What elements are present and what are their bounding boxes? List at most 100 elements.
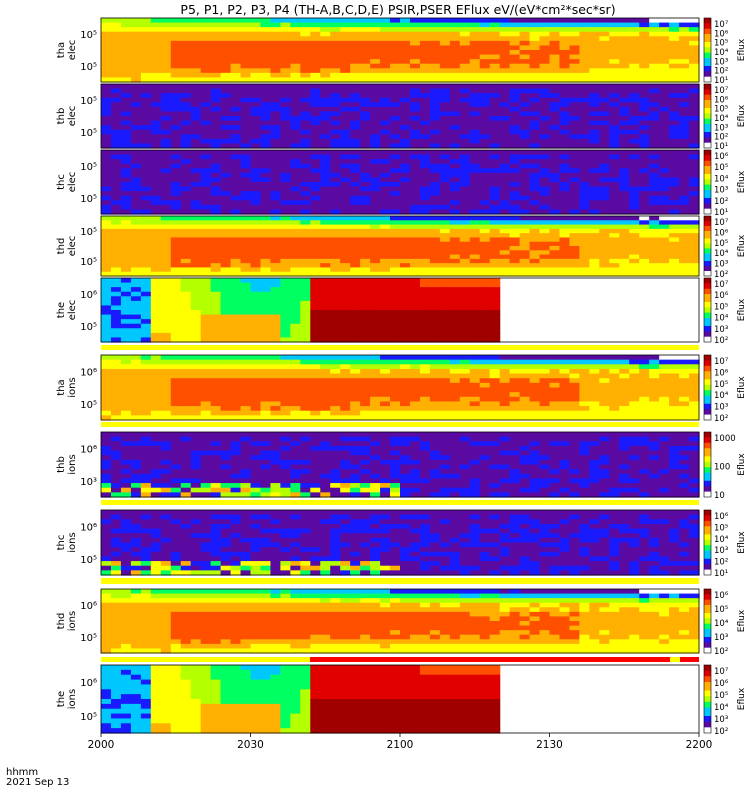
heatmap-cell	[320, 355, 331, 361]
heatmap-cell	[240, 228, 252, 234]
heatmap-cell	[180, 287, 192, 293]
heatmap-cell	[380, 59, 391, 65]
heatmap-cell	[210, 328, 222, 334]
heatmap-cell	[519, 254, 531, 260]
heatmap-cell	[619, 186, 630, 192]
heatmap-cell	[629, 129, 640, 135]
heatmap-cell	[240, 216, 252, 221]
heatmap-cell	[390, 200, 401, 206]
heatmap-cell	[669, 40, 680, 47]
heatmap-cell	[270, 200, 281, 206]
heatmap-cell	[360, 191, 371, 197]
heatmap-cell	[569, 150, 580, 156]
heatmap-cell	[330, 296, 341, 302]
heatmap-cell	[489, 267, 501, 273]
heatmap-cell	[449, 382, 461, 389]
heatmap-cell	[360, 337, 371, 343]
heatmap-cell	[649, 373, 660, 379]
heatmap-cell	[400, 364, 411, 370]
heatmap-cell	[449, 410, 461, 416]
heatmap-cell	[330, 116, 341, 122]
heatmap-cell	[280, 97, 291, 103]
heatmap-cell	[230, 77, 242, 83]
heatmap-cell	[170, 22, 182, 28]
heatmap-cell	[320, 50, 331, 56]
heatmap-cell	[509, 220, 521, 226]
heatmap-cell	[340, 22, 351, 28]
heatmap-cell	[639, 111, 650, 117]
heatmap-cell	[210, 31, 222, 37]
heatmap-cell	[659, 63, 670, 69]
colorbar-segment	[704, 108, 711, 112]
heatmap-cell	[609, 111, 620, 117]
heatmap-cell	[689, 120, 700, 126]
heatmap-cell	[350, 228, 361, 234]
heatmap-cell	[649, 233, 660, 239]
heatmap-cell	[599, 186, 610, 192]
heatmap-cell	[350, 220, 361, 226]
heatmap-cell	[489, 305, 501, 311]
heatmap-cell	[180, 250, 192, 256]
heatmap-cell	[330, 382, 341, 389]
heatmap-cell	[350, 191, 361, 197]
heatmap-cell	[130, 186, 142, 192]
heatmap-cell	[689, 258, 700, 264]
heatmap-cell	[659, 116, 670, 122]
heatmap-cell	[439, 111, 451, 117]
heatmap-cell	[639, 364, 650, 370]
heatmap-cell	[230, 396, 242, 403]
heatmap-cell	[200, 328, 212, 334]
heatmap-cell	[639, 182, 650, 188]
heatmap-cell	[599, 45, 610, 51]
heatmap-cell	[180, 191, 192, 197]
heatmap-cell	[419, 310, 431, 316]
heatmap-cell	[270, 159, 281, 165]
heatmap-cell	[479, 220, 491, 226]
heatmap-cell	[459, 254, 471, 260]
heatmap-cell	[439, 172, 451, 179]
heatmap-cell	[479, 143, 491, 149]
heatmap-cell	[200, 209, 212, 215]
heatmap-cell	[589, 72, 600, 79]
heatmap-cell	[519, 200, 531, 206]
heatmap-cell	[180, 182, 192, 188]
heatmap-cell	[320, 18, 331, 24]
heatmap-cell	[210, 220, 222, 226]
heatmap-cell	[240, 254, 252, 260]
heatmap-cell	[310, 263, 321, 269]
heatmap-cell	[330, 63, 341, 69]
heatmap-cell	[120, 216, 132, 221]
heatmap-cell	[639, 159, 650, 165]
heatmap-cell	[429, 77, 441, 83]
heatmap-cell	[290, 200, 301, 206]
heatmap-cell	[459, 88, 471, 94]
heatmap-cell	[689, 267, 700, 273]
heatmap-cell	[539, 220, 551, 226]
heatmap-cell	[220, 102, 232, 108]
heatmap-cell	[370, 209, 381, 215]
heatmap-cell	[101, 271, 112, 277]
heatmap-cell	[350, 138, 361, 145]
colorbar-segment	[704, 231, 711, 234]
heatmap-cell	[110, 102, 122, 108]
heatmap-cell	[509, 364, 521, 370]
heatmap-cell	[619, 267, 630, 273]
heatmap-cell	[330, 254, 341, 260]
heatmap-cell	[180, 54, 192, 60]
heatmap-cell	[220, 271, 232, 277]
heatmap-cell	[649, 138, 660, 145]
heatmap-cell	[370, 172, 381, 179]
heatmap-cell	[390, 204, 401, 211]
heatmap-cell	[589, 116, 600, 122]
heatmap-cell	[150, 246, 162, 251]
heatmap-cell	[140, 143, 152, 149]
heatmap-cell	[689, 106, 700, 113]
heatmap-cell	[340, 182, 351, 188]
heatmap-cell	[290, 233, 301, 239]
heatmap-cell	[360, 163, 371, 169]
heatmap-cell	[101, 22, 112, 28]
heatmap-cell	[300, 228, 311, 234]
heatmap-cell	[320, 323, 331, 329]
heatmap-cell	[629, 182, 640, 188]
heatmap-cell	[140, 224, 152, 230]
